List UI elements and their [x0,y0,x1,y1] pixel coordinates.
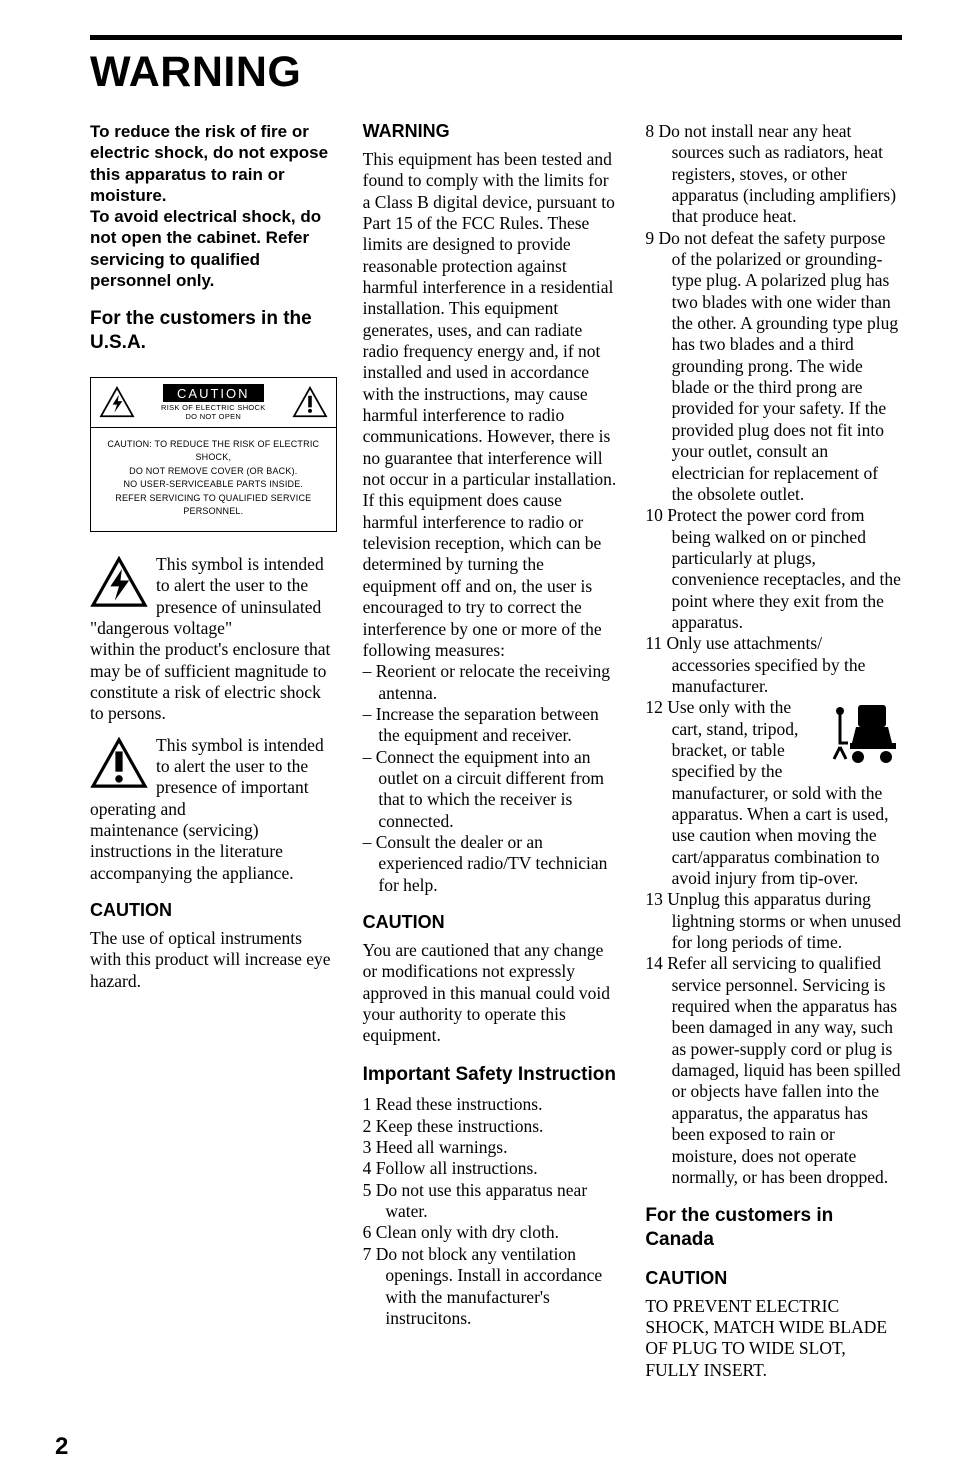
caution-line4: REFER SERVICING TO QUALIFIED SERVICE PER… [97,492,330,519]
safety-item: 8 Do not install near any heat sources s… [645,121,902,228]
safety-item: 11 Only use attachments/ accessories spe… [645,633,902,697]
exclaim-icon-large [90,737,148,789]
caution-sub2: DO NOT OPEN [161,413,266,421]
safety-heading: Important Safety Instruction [363,1063,620,1087]
safety-item: 3 Heed all warnings. [363,1137,620,1158]
safety-list-cont: 8 Do not install near any heat sources s… [645,121,902,1188]
bullet-item: – Increase the separation between the eq… [363,704,620,747]
item12-a: 12 Use only with the cart, stand, tripod… [645,697,798,781]
safety-list: 1 Read these instructions. 2 Keep these … [363,1094,620,1329]
bullet-item: – Consult the dealer or an experienced r… [363,832,620,896]
safety-item: 5 Do not use this apparatus near water. [363,1180,620,1223]
column-1: To reduce the risk of fire or electric s… [90,121,337,1381]
item12-b: manufacturer, or sold with the apparatus… [672,783,902,890]
safety-item: 6 Clean only with dry cloth. [363,1222,620,1243]
caution-line2: DO NOT REMOVE COVER (OR BACK). [97,465,330,479]
canada-caution-heading: CAUTION [645,1268,902,1290]
symbol2-block: This symbol is intended to alert the use… [90,735,337,820]
safety-item: 10 Protect the power cord from being wal… [645,505,902,633]
bolt-icon [99,386,135,418]
bullet-item: – Reorient or relocate the receiving ant… [363,661,620,704]
safety-item: 9 Do not defeat the safety purpose of th… [645,228,902,505]
safety-item: 7 Do not block any ventilation openings.… [363,1244,620,1329]
bullet-item: – Connect the equipment into an outlet o… [363,747,620,832]
bolt-icon-large [90,556,148,608]
caution-body: The use of optical instruments with this… [90,928,337,992]
symbol1-block: This symbol is intended to alert the use… [90,554,337,639]
safety-item: 2 Keep these instructions. [363,1116,620,1137]
top-rule [90,35,902,40]
usa-heading: For the customers in the U.S.A. [90,307,337,355]
safety-item: 1 Read these instructions. [363,1094,620,1115]
page-title: WARNING [90,48,902,97]
safety-item-12: 12 Use only with the cart, stand, tripod… [645,697,902,889]
caution2-body: You are cautioned that any change or mod… [363,940,620,1047]
canada-heading: For the customers in Canada [645,1204,902,1252]
caution-line3: NO USER-SERVICEABLE PARTS INSIDE. [97,478,330,492]
caution-label: CAUTION [163,384,264,403]
safety-item: 4 Follow all instructions. [363,1158,620,1179]
caution-line1: CAUTION: TO REDUCE THE RISK OF ELECTRIC … [97,438,330,465]
column-2: WARNING This equipment has been tested a… [363,121,620,1381]
warning-bullets: – Reorient or relocate the receiving ant… [363,661,620,896]
warning-heading: WARNING [363,121,620,143]
exclaim-icon [292,386,328,418]
cart-icon [830,699,902,769]
caution2-heading: CAUTION [363,912,620,934]
column-3: 8 Do not install near any heat sources s… [645,121,902,1381]
safety-item: 14 Refer all servicing to qualified serv… [645,953,902,1188]
symbol2-cont: maintenance (servicing) instructions in … [90,820,337,884]
warning-body: This equipment has been tested and found… [363,149,620,661]
caution-box: CAUTION RISK OF ELECTRIC SHOCK DO NOT OP… [90,377,337,532]
safety-item: 13 Unplug this apparatus during lightnin… [645,889,902,953]
symbol1-cont: within the product's enclosure that may … [90,639,337,724]
columns: To reduce the risk of fire or electric s… [90,121,902,1381]
caution-heading: CAUTION [90,900,337,922]
canada-body: TO PREVENT ELECTRIC SHOCK, MATCH WIDE BL… [645,1296,902,1381]
intro-warning: To reduce the risk of fire or electric s… [90,121,337,291]
page-number: 2 [55,1433,68,1461]
